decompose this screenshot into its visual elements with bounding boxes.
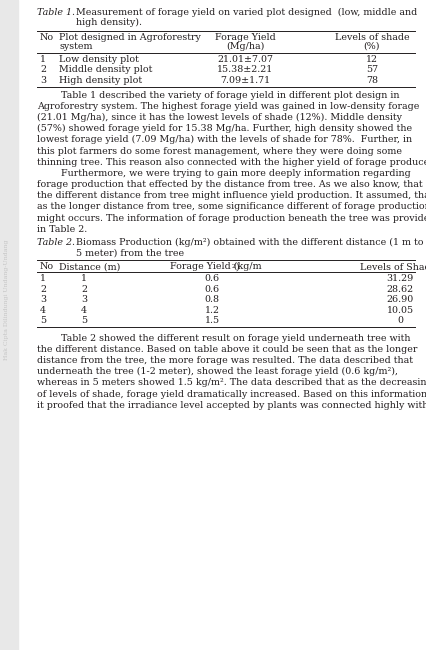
Text: 78: 78 bbox=[366, 76, 378, 85]
Text: ): ) bbox=[235, 262, 239, 271]
Text: Forage Yield: Forage Yield bbox=[215, 33, 275, 42]
Text: 1: 1 bbox=[81, 274, 87, 283]
Text: 21.01±7.07: 21.01±7.07 bbox=[217, 55, 273, 64]
Text: (Mg/ha): (Mg/ha) bbox=[226, 42, 264, 51]
Text: underneath the tree (1-2 meter), showed the least forage yield (0.6 kg/m²),: underneath the tree (1-2 meter), showed … bbox=[37, 367, 398, 376]
Text: Middle density plot: Middle density plot bbox=[59, 66, 153, 75]
Bar bbox=[0, 0, 18, 650]
Text: in Table 2.: in Table 2. bbox=[37, 225, 87, 234]
Text: it proofed that the irradiance level accepted by plants was connected highly wit: it proofed that the irradiance level acc… bbox=[37, 401, 426, 410]
Text: 57: 57 bbox=[366, 66, 378, 75]
Text: 3: 3 bbox=[81, 295, 87, 304]
Text: Low density plot: Low density plot bbox=[59, 55, 139, 64]
Text: the different distance. Based on table above it could be seen that as the longer: the different distance. Based on table a… bbox=[37, 344, 417, 354]
Text: 0.6: 0.6 bbox=[204, 274, 219, 283]
Text: Table 1 described the variety of forage yield in different plot design in: Table 1 described the variety of forage … bbox=[37, 90, 400, 99]
Text: thinning tree. This reason also connected with the higher yield of forage produc: thinning tree. This reason also connecte… bbox=[37, 158, 426, 166]
Text: 1.2: 1.2 bbox=[204, 306, 219, 315]
Text: 4: 4 bbox=[81, 306, 87, 315]
Text: 7.09±1.71: 7.09±1.71 bbox=[220, 76, 270, 85]
Text: 1.5: 1.5 bbox=[204, 316, 219, 325]
Text: the different distance from tree might influence yield production. It assumed, t: the different distance from tree might i… bbox=[37, 191, 426, 200]
Text: No: No bbox=[40, 33, 54, 42]
Text: (%): (%) bbox=[364, 42, 380, 51]
Text: this plot farmers do some forest management, where they were doing some: this plot farmers do some forest managem… bbox=[37, 146, 402, 155]
Text: (57%) showed forage yield for 15.38 Mg/ha. Further, high density showed the: (57%) showed forage yield for 15.38 Mg/h… bbox=[37, 124, 412, 133]
Text: 1: 1 bbox=[40, 55, 46, 64]
Text: 5: 5 bbox=[40, 316, 46, 325]
Text: Distance (m): Distance (m) bbox=[59, 262, 121, 271]
Text: Measurement of forage yield on varied plot designed  (low, middle and: Measurement of forage yield on varied pl… bbox=[76, 8, 417, 17]
Text: Table 2.: Table 2. bbox=[37, 238, 75, 247]
Text: Furthermore, we were trying to gain more deeply information regarding: Furthermore, we were trying to gain more… bbox=[37, 169, 411, 178]
Text: 2: 2 bbox=[40, 285, 46, 294]
Text: might occurs. The information of forage production beneath the tree was provided: might occurs. The information of forage … bbox=[37, 214, 426, 223]
Text: 10.05: 10.05 bbox=[386, 306, 414, 315]
Text: 5: 5 bbox=[81, 316, 87, 325]
Text: 2: 2 bbox=[81, 285, 87, 294]
Text: system: system bbox=[59, 42, 92, 51]
Text: Table 2 showed the different result on forage yield underneath tree with: Table 2 showed the different result on f… bbox=[37, 333, 411, 343]
Text: 3: 3 bbox=[40, 295, 46, 304]
Text: 1: 1 bbox=[40, 274, 46, 283]
Text: whereas in 5 meters showed 1.5 kg/m². The data described that as the decreasing: whereas in 5 meters showed 1.5 kg/m². Th… bbox=[37, 378, 426, 387]
Text: forage production that effected by the distance from tree. As we also know, that: forage production that effected by the d… bbox=[37, 180, 423, 189]
Text: 2: 2 bbox=[40, 66, 46, 75]
Text: 15.38±2.21: 15.38±2.21 bbox=[217, 66, 273, 75]
Text: 2: 2 bbox=[231, 264, 235, 269]
Text: distance from the tree, the more forage was resulted. The data described that: distance from the tree, the more forage … bbox=[37, 356, 413, 365]
Text: Hak Cipta Dilindungi Undang-Undang: Hak Cipta Dilindungi Undang-Undang bbox=[5, 240, 9, 360]
Text: 26.90: 26.90 bbox=[386, 295, 414, 304]
Text: Table 1.: Table 1. bbox=[37, 8, 75, 17]
Text: Forage Yield (kg/m: Forage Yield (kg/m bbox=[170, 262, 262, 271]
Text: Levels of shade: Levels of shade bbox=[335, 33, 409, 42]
Text: as the longer distance from tree, some significance different of forage producti: as the longer distance from tree, some s… bbox=[37, 203, 426, 211]
Text: 0.8: 0.8 bbox=[204, 295, 219, 304]
Text: (21.01 Mg/ha), since it has the lowest levels of shade (12%). Middle density: (21.01 Mg/ha), since it has the lowest l… bbox=[37, 113, 402, 122]
Text: No: No bbox=[40, 262, 54, 271]
Text: Levels of Shade (%): Levels of Shade (%) bbox=[360, 262, 426, 271]
Text: 0.6: 0.6 bbox=[204, 285, 219, 294]
Text: Agroforestry system. The highest forage yield was gained in low-density forage: Agroforestry system. The highest forage … bbox=[37, 101, 419, 111]
Text: lowest forage yield (7.09 Mg/ha) with the levels of shade for 78%.  Further, in: lowest forage yield (7.09 Mg/ha) with th… bbox=[37, 135, 412, 144]
Text: of levels of shade, forage yield dramatically increased. Based on this informati: of levels of shade, forage yield dramati… bbox=[37, 389, 426, 398]
Text: High density plot: High density plot bbox=[59, 76, 142, 85]
Text: high density).: high density). bbox=[76, 18, 142, 27]
Text: 12: 12 bbox=[366, 55, 378, 64]
Text: Biomass Production (kg/m²) obtained with the different distance (1 m to: Biomass Production (kg/m²) obtained with… bbox=[76, 238, 423, 247]
Text: 28.62: 28.62 bbox=[386, 285, 414, 294]
Text: 3: 3 bbox=[40, 76, 46, 85]
Text: 31.29: 31.29 bbox=[386, 274, 414, 283]
Text: 4: 4 bbox=[40, 306, 46, 315]
Text: Plot designed in Agroforestry: Plot designed in Agroforestry bbox=[59, 33, 201, 42]
Text: 0: 0 bbox=[397, 316, 403, 325]
Text: 5 meter) from the tree: 5 meter) from the tree bbox=[76, 248, 184, 257]
